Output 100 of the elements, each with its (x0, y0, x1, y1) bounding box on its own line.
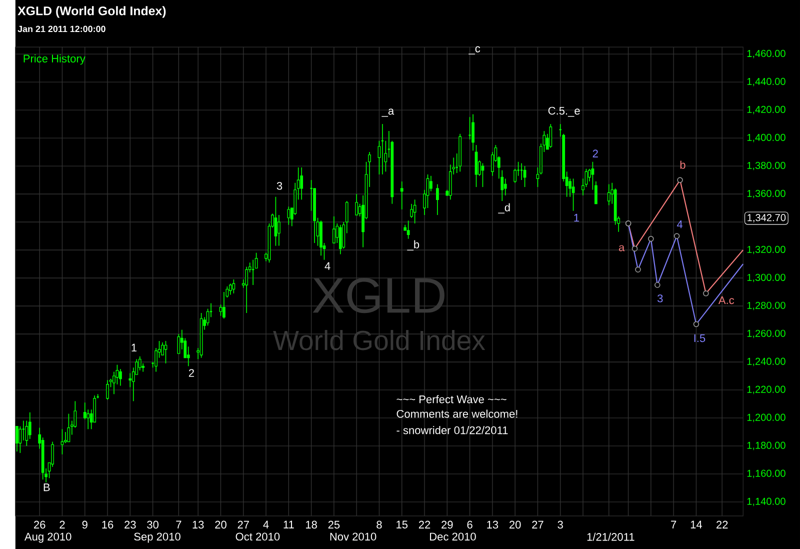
candlestick (468, 116, 472, 140)
annotation: XGLD (312, 278, 444, 313)
y-tick-label: 1,460.00 (747, 50, 786, 58)
x-tick-label: 18 (306, 520, 317, 528)
y-tick-label: 1,220.00 (747, 386, 786, 394)
candlestick (355, 193, 358, 216)
y-tick-label: 1,180.00 (747, 442, 786, 450)
candlestick (138, 356, 142, 371)
x-tick-label: 22 (716, 520, 728, 528)
chart-title: XGLD (World Gold Index) (18, 6, 166, 18)
y-tick-label: 1,160.00 (747, 470, 786, 478)
annotation: ~~~ Perfect Wave ~~~ (396, 395, 506, 404)
y-tick-label: 1,320.00 (747, 246, 786, 254)
annotation: B (44, 483, 50, 491)
x-tick-label: 20 (510, 520, 521, 528)
candlestick (222, 291, 226, 319)
y-tick-label: 1,240.00 (747, 358, 786, 366)
annotation: 1 (574, 214, 579, 222)
candlestick (177, 333, 180, 354)
annotation: 2 (592, 150, 598, 158)
x-tick-label: 14 (690, 520, 702, 528)
candlestick (51, 441, 54, 468)
x-tick-label: 23 (124, 520, 136, 528)
candlestick (300, 166, 304, 200)
candlestick (106, 380, 109, 400)
annotation: _a (382, 108, 394, 117)
chart-subtitle: Jan 21 2011 12:00:00 (18, 26, 106, 32)
candlestick (472, 114, 474, 151)
candlestick (504, 178, 507, 196)
candlestick (332, 216, 336, 244)
candlestick (338, 224, 342, 254)
annotation: 2 (188, 368, 194, 377)
text: Nov 2010 (330, 532, 376, 540)
annotation: C.5._e (548, 106, 580, 117)
candlestick (572, 178, 575, 212)
x-tick-label: 7 (176, 520, 182, 528)
candlestick (287, 206, 290, 226)
annotation: 4 (324, 262, 330, 270)
candlestick (278, 214, 280, 246)
x-tick-label: 9 (82, 520, 88, 528)
candlestick (142, 362, 145, 372)
annotation: _d (498, 203, 510, 214)
text: Oct 2010 (236, 532, 280, 540)
x-tick-label: 22 (418, 520, 430, 528)
x-tick-label: 25 (328, 520, 340, 528)
x-tick-label: 29 (442, 520, 453, 528)
candlestick (430, 175, 432, 192)
text: 1,342.70 (748, 214, 786, 222)
x-tick-label: 4 (263, 520, 269, 528)
x-tick-label: 27 (532, 520, 544, 528)
candlestick (128, 372, 132, 388)
text: Sep 2010 (134, 532, 180, 543)
candlestick (219, 304, 222, 316)
x-tick-label: 15 (396, 520, 408, 528)
candlestick (245, 266, 248, 314)
x-tick-label: 2 (60, 520, 65, 528)
y-tick-label: 1,420.00 (747, 106, 786, 114)
candlestick (60, 428, 64, 455)
y-tick-label: 1,400.00 (747, 134, 786, 142)
candlestick (400, 180, 404, 210)
y-tick-label: 1,280.00 (747, 302, 786, 310)
y-tick-label: 1,300.00 (747, 274, 786, 282)
x-tick-label: 27 (238, 520, 249, 528)
text: Dec 2010 (430, 532, 476, 540)
annotation: _c (468, 46, 480, 54)
candlestick (406, 220, 410, 240)
x-tick-label: 7 (671, 520, 676, 528)
x-tick-label: 8 (376, 520, 382, 528)
annotation: 4 (676, 220, 683, 228)
candlestick (549, 124, 552, 148)
annotation: a (618, 245, 625, 252)
annotation: Price History (24, 54, 86, 65)
y-tick-label: 1,140.00 (747, 498, 786, 506)
text: 1/21/2011 (587, 532, 634, 541)
x-tick-label: 3 (558, 520, 563, 528)
annotation: b (680, 160, 686, 169)
y-tick-label: 1,380.00 (747, 162, 786, 170)
y-tick-label: 1,200.00 (747, 414, 786, 422)
candlestick (481, 162, 484, 188)
x-tick-label: 30 (147, 520, 159, 528)
candlestick (436, 184, 439, 216)
text: Aug 2010 (24, 532, 72, 543)
candlestick (86, 409, 90, 430)
annotation: I.5 (694, 334, 706, 342)
annotation: 1 (132, 344, 136, 352)
x-tick-label: 13 (192, 520, 204, 528)
y-tick-label: 1,440.00 (747, 78, 786, 86)
annotation: World Gold Index (273, 330, 486, 350)
annotation: 3 (276, 182, 282, 190)
candlestick (607, 184, 610, 206)
candlestick (119, 368, 122, 386)
x-tick-label: 6 (467, 520, 472, 528)
x-tick-label: 26 (34, 520, 46, 528)
x-tick-label: 11 (284, 520, 294, 528)
candlestick (228, 283, 232, 296)
y-tick-label: 1,260.00 (747, 330, 786, 338)
annotation: A.c (718, 296, 734, 304)
candlestick (232, 278, 236, 294)
annotation: Comments are welcome! (396, 410, 518, 418)
x-tick-label: 13 (487, 520, 498, 528)
